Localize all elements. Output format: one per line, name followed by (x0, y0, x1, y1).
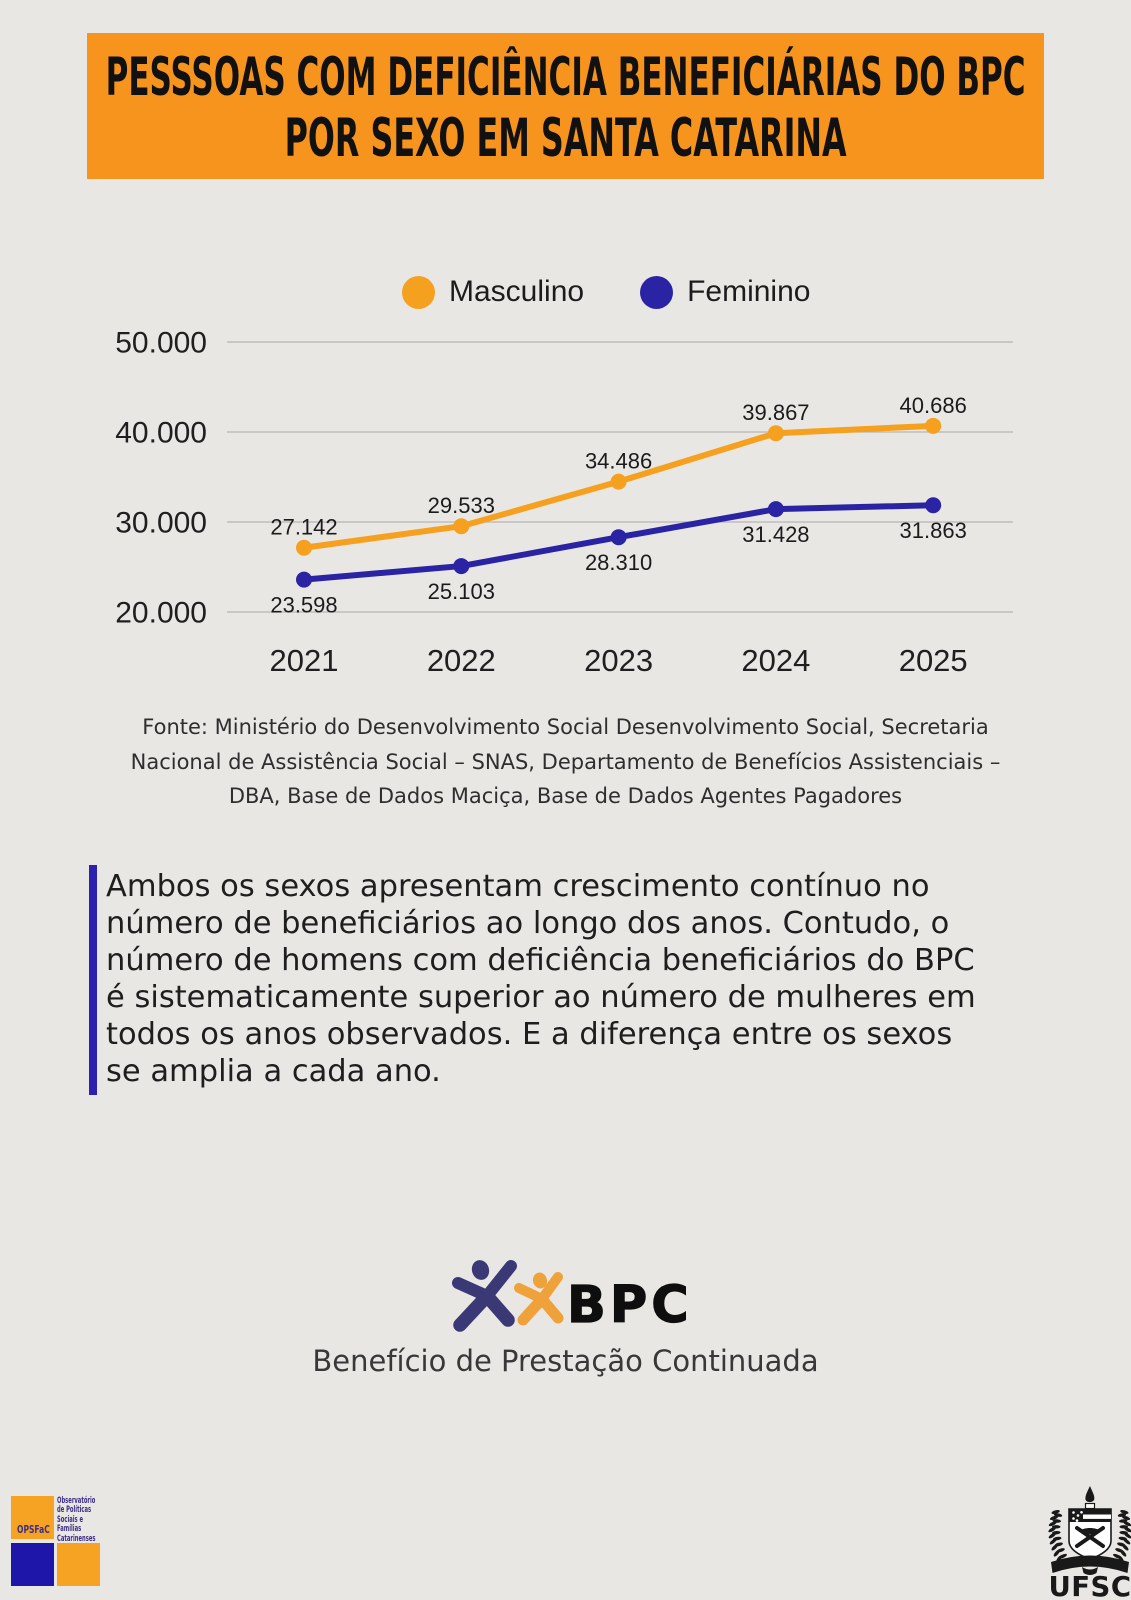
insight-callout-line-5: todos os anos observados. E a diferença … (106, 1017, 953, 1052)
opsfac-name-line-5: Catarinenses (57, 1533, 96, 1544)
legend-label-feminino: Feminino (687, 275, 811, 308)
marker-feminino-2024 (767, 501, 784, 518)
opsfac-square-orange-top (11, 1496, 54, 1539)
data-label-masculino-2022: 29.533 (428, 493, 495, 518)
opsfac-logo: OPSFaC Observatório de Políticas Sociais e… (11, 1496, 141, 1587)
marker-feminino-2021 (296, 571, 312, 588)
x-tick-label-2021: 2021 (270, 643, 339, 678)
data-label-feminino-2025: 31.863 (900, 518, 967, 543)
legend-item-masculino: Masculino (402, 275, 584, 309)
insight-callout-line-6: se amplia a cada ano. (106, 1054, 441, 1089)
ufsc-crest-icon (1048, 1486, 1131, 1575)
opsfac-acronym: OPSFaC (17, 1524, 50, 1536)
marker-feminino-2025 (925, 497, 942, 514)
legend-label-masculino: Masculino (449, 275, 585, 308)
callout-accent-bar (89, 865, 97, 1095)
bpc-subtitle: Benefício de Prestação Continuada (312, 1344, 819, 1378)
title-line-2: POR SEXO EM SANTA CATARINA (284, 107, 847, 169)
opsfac-square-orange-bottom (57, 1543, 100, 1586)
legend-dot-feminino (640, 275, 674, 309)
source-note-line-3: DBA, Base de Dados Maciça, Base de Dados… (228, 784, 903, 808)
data-label-masculino-2025: 40.686 (900, 393, 967, 418)
bpc-logo: BPC (0, 1240, 1131, 1340)
insight-callout-line-3: número de homens com deficiência benefic… (106, 943, 975, 978)
insight-callout-line-2: número de beneficiários ao longo dos ano… (106, 906, 950, 941)
x-tick-label-2025: 2025 (899, 643, 968, 678)
title-banner: PESSSOAS COM DEFICIÊNCIA BENEFICIÁRIAS D… (87, 33, 1044, 179)
opsfac-name-line-4: Famílias (57, 1524, 82, 1535)
opsfac-name: Observatório de Políticas Sociais e Família… (57, 1496, 96, 1544)
data-label-masculino-2023: 34.486 (585, 449, 652, 474)
opsfac-name-line-3: Sociais e (57, 1514, 84, 1525)
data-label-masculino-2021: 27.142 (270, 515, 337, 540)
bpc-orange-figure-icon (514, 1272, 564, 1326)
data-label-masculino-2024: 39.867 (742, 400, 809, 425)
x-tick-label-2023: 2023 (584, 643, 653, 678)
data-label-feminino-2024: 31.428 (742, 522, 809, 547)
source-note-line-1: Fonte: Ministério do Desenvolvimento Soc… (142, 715, 989, 739)
data-label-feminino-2021: 23.598 (270, 593, 337, 618)
data-label-feminino-2023: 28.310 (585, 550, 652, 575)
opsfac-name-line-2: de Políticas (57, 1505, 92, 1516)
line-chart: 50.000 40.000 30.000 20.000 2021 2022 2023 2024… (115, 327, 1013, 678)
marker-feminino-2023 (610, 529, 627, 546)
chart-legend: Masculino Feminino (402, 275, 810, 309)
marker-masculino-2022 (453, 518, 470, 535)
y-tick-label-40000: 40.000 (115, 417, 207, 450)
x-tick-label-2024: 2024 (741, 643, 810, 678)
legend-item-feminino: Feminino (640, 275, 810, 309)
ufsc-wordmark: UFSC (1048, 1571, 1131, 1600)
legend-dot-masculino (402, 275, 435, 309)
x-tick-label-2022: 2022 (427, 643, 496, 678)
bpc-blue-figure-icon (452, 1260, 517, 1332)
insight-callout: Ambos os sexos apresentam crescimento co… (106, 868, 1066, 1090)
y-tick-label-50000: 50.000 (115, 327, 207, 360)
insight-callout-line-4: é sistematicamente superior ao número de… (106, 980, 976, 1015)
title-line-1: PESSSOAS COM DEFICIÊNCIA BENEFICIÁRIAS D… (105, 46, 1026, 108)
marker-masculino-2025 (925, 417, 942, 434)
insight-callout-line-1: Ambos os sexos apresentam crescimento co… (106, 869, 930, 904)
y-tick-label-30000: 30.000 (115, 507, 207, 540)
source-note-line-2: Nacional de Assistência Social – SNAS, D… (130, 749, 1001, 774)
data-label-feminino-2022: 25.103 (428, 579, 495, 604)
opsfac-name-line-1: Observatório (57, 1496, 96, 1506)
bpc-figures-icon (452, 1260, 564, 1332)
bpc-wordmark: BPC (566, 1276, 693, 1335)
y-tick-label-20000: 20.000 (115, 597, 207, 630)
source-note: Fonte: Ministério do Desenvolvimento Soc… (0, 710, 1131, 814)
opsfac-square-blue (11, 1543, 54, 1586)
marker-masculino-2021 (296, 539, 312, 556)
ufsc-logo: UFSC (1048, 1486, 1131, 1600)
marker-masculino-2024 (767, 425, 784, 442)
marker-feminino-2022 (453, 558, 470, 575)
marker-masculino-2023 (610, 473, 627, 490)
